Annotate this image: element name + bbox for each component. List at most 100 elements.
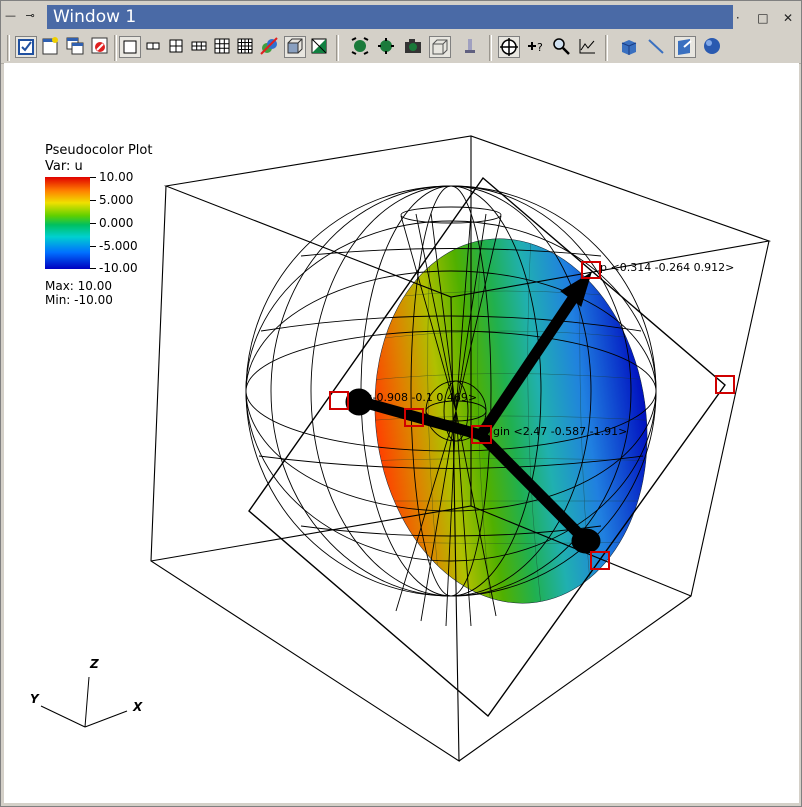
z-axis-label: Z [89, 657, 99, 671]
legend-tick [90, 268, 96, 269]
new-window-icon [42, 37, 58, 55]
legend-min: Min: -10.00 [45, 293, 113, 307]
layout-2x2-icon [169, 39, 183, 53]
delete-window-icon [91, 37, 108, 54]
title-bar[interactable]: — ⊸ Window 1 · □ ✕ [1, 1, 801, 31]
toolbar-separator [336, 35, 339, 61]
fullframe-mode-button[interactable] [284, 36, 306, 58]
lineout-tool-button[interactable] [460, 36, 482, 58]
layout-1x2-icon [146, 42, 160, 50]
camera-mode-button[interactable] [403, 36, 425, 58]
box-icon [621, 40, 637, 55]
legend-tick-label: 0.000 [99, 216, 134, 230]
layout-2x3-icon [191, 41, 207, 51]
line-icon [648, 39, 664, 54]
center-handle[interactable] [404, 408, 424, 427]
lock-view-icon [260, 37, 278, 55]
legend-tick [90, 200, 96, 201]
up-handle[interactable] [581, 261, 601, 279]
normal-vector-label: al <-0.908 -0.1 0.469> [350, 391, 477, 404]
layout-2x2-button[interactable] [166, 36, 188, 58]
window-controls: · □ ✕ [725, 7, 795, 26]
origin-label: gin <2.47 -0.587 -1.91> [493, 425, 627, 438]
clone-window-icon [66, 37, 84, 55]
origin-handle[interactable] [471, 425, 492, 444]
minimize-left-button[interactable]: — [5, 9, 16, 22]
delete-window-button[interactable] [90, 36, 112, 58]
wireframe-mesh [245, 185, 657, 627]
legend-max: Max: 10.00 [45, 279, 113, 293]
navigate-mode-button[interactable] [350, 36, 372, 58]
minimize-button[interactable]: · [735, 11, 740, 25]
slice-plane [248, 176, 726, 718]
layout-3x3-icon [214, 38, 230, 54]
layout-4x4-icon [237, 38, 253, 54]
x-axis-label: X [132, 700, 143, 714]
layout-3x3-button[interactable] [212, 36, 234, 58]
axis-triad [40, 676, 128, 728]
render-viewport[interactable]: p <0.314 -0.264 0.912> al <-0.908 -0.1 0… [4, 63, 799, 803]
chart-tool-button[interactable] [577, 36, 599, 58]
active-window-toggle-button[interactable] [15, 36, 37, 58]
magnifier-icon [553, 38, 570, 55]
title-highlight [47, 5, 733, 29]
pseudocolor-surface [360, 235, 662, 607]
maximize-button[interactable]: □ [757, 11, 769, 25]
corner-handle[interactable] [590, 551, 610, 570]
sphere-icon [704, 38, 720, 54]
legend-tick [90, 223, 96, 224]
checkbox-icon [18, 39, 34, 55]
legend-tick-label: -10.00 [99, 261, 138, 275]
layout-4x4-button[interactable] [235, 36, 257, 58]
layout-1x2-button[interactable] [143, 36, 165, 58]
layout-1x1-button[interactable] [119, 36, 141, 58]
cube-outline-icon [432, 39, 448, 55]
clone-window-button[interactable] [65, 36, 87, 58]
zoom-mode-button[interactable] [376, 36, 398, 58]
render-canvas[interactable]: p <0.314 -0.264 0.912> al <-0.908 -0.1 0… [4, 63, 799, 803]
toolbar-separator [114, 35, 117, 61]
line-tool-button[interactable] [646, 36, 668, 58]
edge-handle[interactable] [715, 375, 735, 394]
pick-icon: ? [528, 41, 543, 54]
legend-title: Pseudocolor Plot [45, 143, 153, 158]
box-tool-button[interactable] [619, 36, 641, 58]
legend-tick [90, 177, 96, 178]
chart-icon [579, 39, 595, 54]
spin-mode-button[interactable] [309, 36, 331, 58]
normal-handle[interactable] [329, 391, 349, 410]
up-vector-label: p <0.314 -0.264 0.912> [600, 261, 734, 274]
interactor-handles [329, 261, 735, 570]
layout-2x3-button[interactable] [189, 36, 211, 58]
perspective-box-button[interactable] [429, 36, 451, 58]
plane-icon [678, 39, 692, 55]
y-axis-label: Y [30, 692, 40, 706]
pick-query-button[interactable]: ? [525, 36, 547, 58]
new-window-button[interactable] [40, 36, 62, 58]
legend-variable: Var: u [45, 159, 83, 174]
toolbar-grip[interactable] [7, 35, 10, 61]
lock-view-button[interactable] [259, 36, 281, 58]
legend-tick-label: -5.000 [99, 239, 138, 253]
fullframe-icon [287, 38, 303, 54]
legend-tick [90, 246, 96, 247]
plane-tool-arrows [345, 271, 601, 554]
zoom-lens-button[interactable] [551, 36, 573, 58]
color-bar [45, 177, 90, 269]
probe-icon [465, 39, 475, 53]
layout-1x1-icon [123, 40, 137, 54]
pin-button[interactable]: ⊸ [25, 9, 35, 22]
zoom-icon [378, 38, 394, 54]
plane-tool-button[interactable] [674, 36, 696, 58]
navigate-compass-button[interactable] [498, 36, 520, 58]
navigate-icon [351, 37, 369, 55]
toolbar-separator [489, 35, 492, 61]
spin-icon [311, 38, 327, 54]
compass-icon [500, 38, 518, 56]
legend-tick-label: 5.000 [99, 193, 134, 207]
sphere-tool-button[interactable] [702, 36, 724, 58]
title-left-controls: — ⊸ [5, 9, 41, 22]
toolbar-separator [605, 35, 608, 61]
close-button[interactable]: ✕ [782, 11, 794, 25]
